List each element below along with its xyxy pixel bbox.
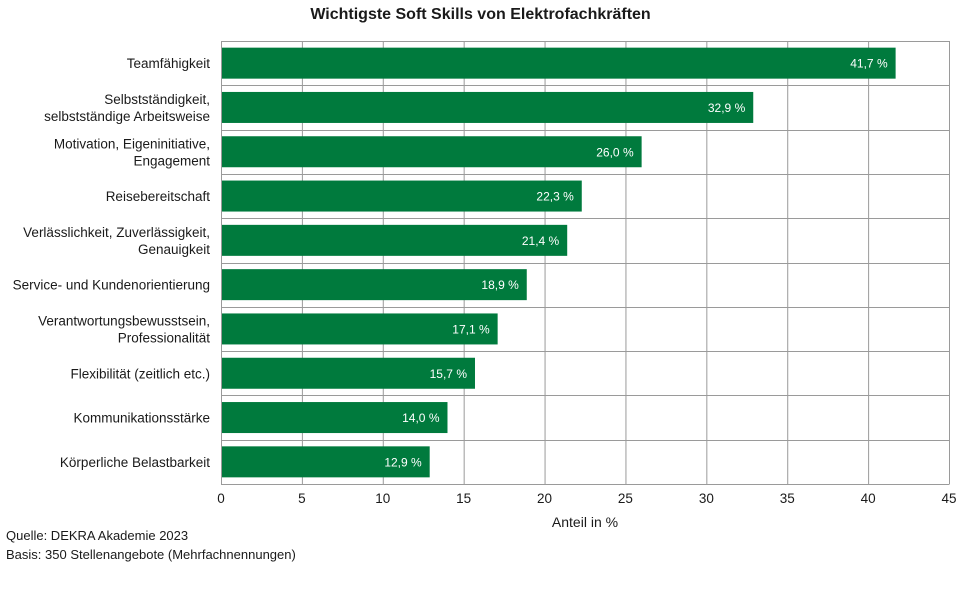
x-tick-label: 20: [537, 491, 552, 506]
x-tick-label: 45: [941, 491, 956, 506]
x-tick-label: 30: [699, 491, 714, 506]
basis-note: Basis: 350 Stellenangebote (Mehrfachnenn…: [6, 547, 296, 562]
category-label: Verlässlichkeit, Zuverlässigkeit, Genauig…: [23, 225, 210, 257]
bar-value-label: 32,9 %: [708, 101, 746, 115]
category-label: Selbstständigkeit, selbstständige Arbeits…: [44, 92, 210, 124]
bar: [222, 180, 582, 212]
x-axis-ticks: 0 5 10 15 20 25 30 35 40 45: [217, 491, 956, 506]
bar: [222, 446, 430, 478]
category-label: Körperliche Belastbarkeit: [60, 455, 210, 470]
bar: [222, 357, 475, 389]
category-label: Service- und Kundenorientierung: [13, 278, 210, 293]
bars: 41,7 % 32,9 % 26,0 % 22,3 % 21,4 % 18,9 % 17,1…: [222, 47, 896, 478]
category-label: Teamfähigkeit: [127, 56, 211, 71]
bar-value-label: 17,1 %: [452, 322, 490, 336]
bar: [222, 402, 448, 434]
bar-value-label: 12,9 %: [384, 455, 422, 469]
bar-value-label: 26,0 %: [596, 145, 634, 159]
bar-value-label: 18,9 %: [481, 278, 519, 292]
x-tick-label: 25: [618, 491, 633, 506]
bar-value-label: 22,3 %: [536, 190, 574, 204]
x-tick-label: 10: [375, 491, 390, 506]
category-label: Motivation, Eigeninitiative, Engagement: [54, 136, 210, 168]
x-tick-label: 15: [456, 491, 471, 506]
bar: [222, 47, 896, 79]
bar: [222, 91, 754, 123]
grid-lines: [221, 41, 950, 485]
x-tick-label: 40: [861, 491, 876, 506]
bar-value-label: 15,7 %: [430, 367, 468, 381]
bar: [222, 269, 527, 301]
bar-value-label: 21,4 %: [522, 234, 560, 248]
bar-value-label: 14,0 %: [402, 411, 440, 425]
category-label: Reisebereitschaft: [106, 189, 211, 204]
chart-title: Wichtigste Soft Skills von Elektrofachkr…: [310, 6, 651, 23]
x-tick-label: 0: [217, 491, 225, 506]
category-label: Verantwortungsbewusstsein, Professionalit…: [38, 313, 210, 345]
bar: [222, 224, 568, 256]
bar: [222, 136, 642, 168]
category-labels: Teamfähigkeit Selbstständigkeit, selbststä…: [13, 56, 211, 470]
source-note: Quelle: DEKRA Akademie 2023: [6, 528, 189, 543]
category-label: Kommunikationsstärke: [73, 411, 210, 426]
bar-value-label: 41,7 %: [850, 57, 888, 71]
x-tick-label: 35: [780, 491, 795, 506]
category-label: Flexibilität (zeitlich etc.): [70, 366, 210, 381]
x-axis-label: Anteil in %: [552, 514, 618, 530]
bar: [222, 313, 498, 345]
x-tick-label: 5: [298, 491, 306, 506]
